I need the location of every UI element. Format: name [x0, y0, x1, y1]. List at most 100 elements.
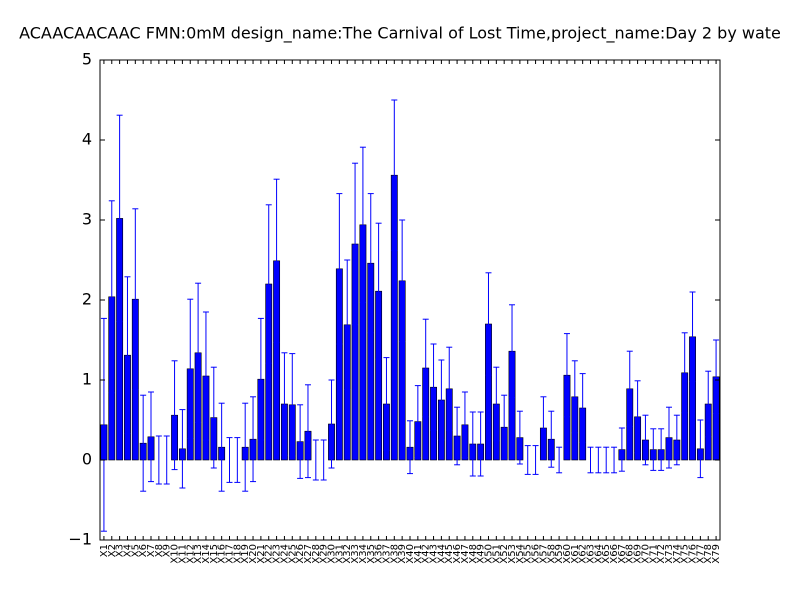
x-tick-label: X73	[664, 544, 675, 564]
x-tick-label: X5	[130, 544, 141, 557]
error-bar	[391, 99, 398, 251]
x-tick-label: X15	[209, 544, 220, 564]
x-tick-label: X18	[232, 544, 243, 564]
x-tick-label: X60	[562, 544, 573, 564]
error-bar	[148, 391, 155, 483]
x-tick-label: X36	[374, 544, 385, 564]
x-tick-label: X31	[334, 544, 345, 564]
error-bar	[595, 446, 602, 474]
error-bar	[516, 410, 523, 465]
error-bar	[320, 439, 327, 481]
error-bar	[438, 359, 445, 441]
x-tick-label: X26	[295, 544, 306, 564]
x-tick-label: X79	[711, 544, 722, 564]
x-tick-label: X23	[272, 544, 283, 564]
x-tick-label: X58	[546, 544, 557, 564]
error-bar	[587, 446, 594, 474]
error-bar	[179, 409, 186, 489]
error-bar	[532, 445, 539, 475]
error-bar	[509, 304, 516, 399]
error-bar	[697, 419, 704, 479]
error-bar	[257, 317, 264, 441]
x-tick-label: X47	[460, 544, 471, 564]
x-tick-label: X46	[452, 544, 463, 564]
x-tick-label: X76	[688, 544, 699, 564]
error-bar	[234, 437, 241, 483]
x-tick-label: X45	[444, 544, 455, 564]
error-bar	[493, 366, 500, 442]
error-bar	[713, 339, 720, 415]
x-tick-label: X52	[499, 544, 510, 564]
error-bar	[367, 193, 374, 334]
error-bar	[359, 146, 366, 303]
x-tick-label: X74	[672, 544, 683, 564]
x-tick-label: X12	[185, 544, 196, 564]
error-bar	[304, 384, 311, 479]
x-tick-label: X6	[138, 544, 149, 557]
error-bar	[642, 414, 649, 466]
x-tick-label: X11	[177, 544, 188, 564]
error-bar	[344, 259, 351, 391]
error-bar	[673, 414, 680, 466]
x-tick-label: X72	[656, 544, 667, 564]
plot-frame	[99, 59, 721, 541]
error-bar	[202, 311, 209, 441]
x-tick-label: X62	[578, 544, 589, 564]
x-tick-label: X59	[554, 544, 565, 564]
x-tick-label: X38	[389, 544, 400, 564]
error-bar	[375, 222, 382, 360]
error-bar	[336, 193, 343, 345]
x-tick-label: X20	[248, 544, 259, 564]
x-tick-label: X63	[586, 544, 597, 564]
error-bar	[485, 272, 492, 376]
x-tick-label: X68	[625, 544, 636, 564]
x-tick-label: X9	[162, 544, 173, 557]
error-bar	[563, 333, 570, 418]
error-bar	[469, 411, 476, 477]
x-tick-label: X33	[350, 544, 361, 564]
error-bar	[658, 428, 665, 471]
error-bar	[477, 411, 484, 477]
error-bar	[226, 437, 233, 483]
x-tick-label: X25	[287, 544, 298, 564]
y-tick-label: 1	[82, 370, 92, 389]
x-tick-label: X78	[703, 544, 714, 564]
error-bar	[556, 446, 563, 474]
x-tick-label: X29	[319, 544, 330, 564]
x-tick-label: X14	[201, 544, 212, 564]
x-tick-label: X66	[609, 544, 620, 564]
error-bar	[603, 446, 610, 474]
x-tick-label: X71	[648, 544, 659, 564]
error-bar	[108, 200, 115, 394]
x-tick-label: X41	[413, 544, 424, 564]
error-bar	[634, 380, 641, 454]
x-tick-label: X32	[342, 544, 353, 564]
error-bar	[187, 298, 194, 439]
y-tick-label: 3	[82, 210, 92, 229]
y-tick-label: −1	[68, 530, 92, 549]
error-bar	[242, 402, 249, 492]
x-tick-label: X42	[421, 544, 432, 564]
error-bar	[618, 427, 625, 472]
x-tick-label: X40	[405, 544, 416, 564]
error-bar	[124, 276, 131, 435]
error-bar	[289, 353, 296, 457]
x-tick-label: X24	[279, 544, 290, 564]
error-bar	[297, 404, 304, 479]
x-tick-label: X19	[240, 544, 251, 564]
error-bar	[281, 352, 288, 456]
error-bar	[548, 410, 555, 468]
x-tick-label: X4	[122, 544, 133, 557]
error-bar	[116, 114, 123, 323]
chart-title: ACAACAACAAC FMN:0mM design_name:The Carn…	[19, 24, 781, 44]
error-bar	[163, 435, 170, 485]
x-tick-label: X8	[154, 544, 165, 557]
error-bar	[312, 439, 319, 481]
error-bar	[171, 360, 178, 471]
x-tick-label: X50	[483, 544, 494, 564]
x-tick-label: X54	[515, 544, 526, 564]
error-bar	[352, 162, 359, 326]
x-tick-label: X53	[507, 544, 518, 564]
x-tick-label: X51	[491, 544, 502, 564]
error-bar	[454, 406, 461, 466]
